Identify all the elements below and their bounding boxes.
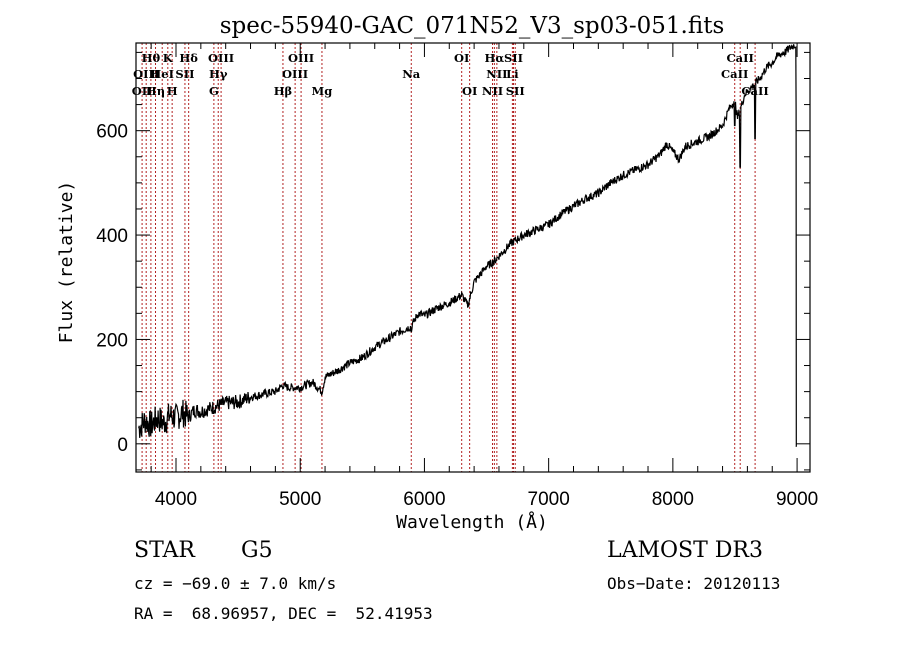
chart-title: spec-55940-GAC_071N52_V3_sp03-051.fits xyxy=(220,13,725,39)
spectral-line-label: NII xyxy=(486,67,507,81)
spectral-line-label: Hη xyxy=(146,84,165,98)
spectral-line-label: Hθ xyxy=(142,51,161,65)
spectral-line-label: CaII xyxy=(727,51,754,65)
spectrum-line xyxy=(138,44,797,447)
obs-date: Obs−Date: 20120113 xyxy=(607,574,781,593)
spectral-line-label: OI xyxy=(454,51,469,65)
spectral-line-label: Mg xyxy=(312,84,333,98)
survey-name: LAMOST DR3 xyxy=(607,538,763,563)
y-tick-label: 600 xyxy=(96,122,128,143)
spectral-line-label: OII xyxy=(132,84,153,98)
x-tick-label: 4000 xyxy=(155,489,197,510)
spectral-line-labels: OII Hθ OIII Hη HeI K H SII Hδ G Hγ OIII Hβ OIII OIII Mg… xyxy=(132,51,769,98)
spectral-line-label: Hδ xyxy=(179,51,198,65)
spectral-line-label: NII xyxy=(482,84,503,98)
spectral-line-label: OI xyxy=(462,84,477,98)
spectral-line-label: HeI xyxy=(150,67,174,81)
redshift-readout: cz = −69.0 ± 7.0 km/s xyxy=(134,574,337,593)
spectral-line-label: OIII xyxy=(288,51,314,65)
axis-tick-labels: 4000 5000 6000 7000 8000 9000 0 200 400 600 xyxy=(96,122,818,510)
x-tick-label: 5000 xyxy=(279,489,321,510)
spectral-line-label: SII xyxy=(175,67,194,81)
spectral-line-label: CaII xyxy=(741,84,768,98)
x-tick-label: 8000 xyxy=(652,489,694,510)
spectral-line-markers xyxy=(141,43,756,472)
object-subclass: G5 xyxy=(241,538,273,563)
y-tick-label: 0 xyxy=(117,435,128,456)
x-axis-label: Wavelength (Å) xyxy=(396,511,548,533)
spectrum-series xyxy=(138,44,797,447)
x-tick-label: 6000 xyxy=(403,489,445,510)
x-tick-label: 9000 xyxy=(776,489,818,510)
y-axis-label: Flux (relative) xyxy=(56,181,77,344)
spectral-line-label: OIII xyxy=(282,67,308,81)
plot-frame xyxy=(135,42,811,473)
spectral-line-label: Hα xyxy=(485,51,505,65)
spectral-line-label: K xyxy=(163,51,174,65)
spectral-line-label: Hγ xyxy=(209,67,228,81)
spectral-line-label: CaII xyxy=(721,67,748,81)
axis-ticks xyxy=(136,43,810,472)
y-tick-label: 200 xyxy=(96,330,128,351)
x-tick-label: 7000 xyxy=(528,489,570,510)
spectral-line-label: H xyxy=(167,84,178,98)
spectral-line-label: SII xyxy=(506,84,525,98)
spectral-line-label: Hβ xyxy=(274,84,293,98)
spectral-line-label: Na xyxy=(402,67,421,81)
spectral-line-label: OIII xyxy=(208,51,234,65)
object-class: STAR xyxy=(134,538,195,563)
coordinates-readout: RA = 68.96957, DEC = 52.41953 xyxy=(134,604,433,623)
spectral-line-label: SII xyxy=(504,51,523,65)
spectral-line-label: Li xyxy=(506,67,519,81)
y-tick-label: 400 xyxy=(96,226,128,247)
spectral-line-label: G xyxy=(209,84,219,98)
spectral-line-label: OIII xyxy=(133,67,159,81)
